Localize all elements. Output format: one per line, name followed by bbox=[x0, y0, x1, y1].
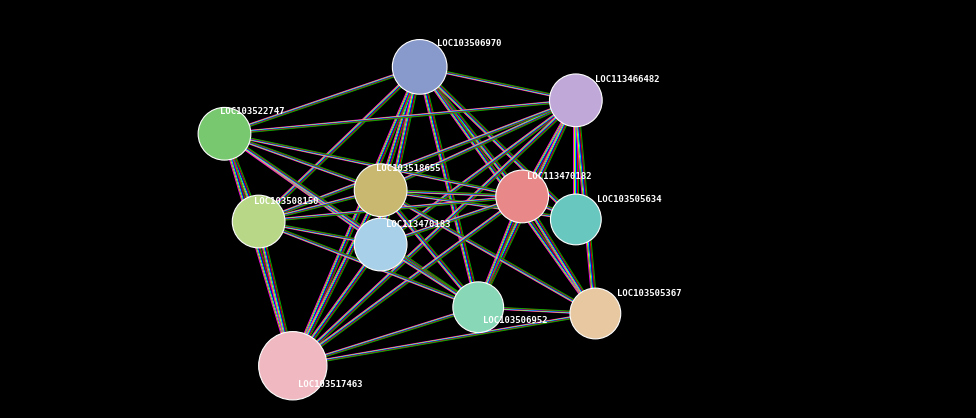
Text: LOC113466482: LOC113466482 bbox=[595, 75, 660, 84]
Ellipse shape bbox=[570, 288, 621, 339]
Ellipse shape bbox=[354, 218, 407, 271]
Ellipse shape bbox=[453, 282, 504, 333]
Ellipse shape bbox=[550, 194, 601, 245]
Text: LOC103505634: LOC103505634 bbox=[597, 194, 662, 204]
Ellipse shape bbox=[549, 74, 602, 127]
Text: LOC103506952: LOC103506952 bbox=[483, 316, 548, 325]
Text: LOC103505367: LOC103505367 bbox=[617, 288, 681, 298]
Ellipse shape bbox=[232, 195, 285, 248]
Text: LOC103508150: LOC103508150 bbox=[254, 196, 318, 206]
Ellipse shape bbox=[496, 170, 549, 223]
Text: LOC113470183: LOC113470183 bbox=[386, 219, 450, 229]
Text: LOC103506970: LOC103506970 bbox=[437, 39, 502, 48]
Ellipse shape bbox=[354, 164, 407, 217]
Text: LOC103518655: LOC103518655 bbox=[376, 164, 440, 173]
Text: LOC113470182: LOC113470182 bbox=[527, 171, 591, 181]
Text: LOC103517463: LOC103517463 bbox=[298, 380, 362, 389]
Ellipse shape bbox=[392, 40, 447, 94]
Ellipse shape bbox=[259, 331, 327, 400]
Text: LOC103522747: LOC103522747 bbox=[220, 107, 284, 116]
Ellipse shape bbox=[198, 107, 251, 160]
